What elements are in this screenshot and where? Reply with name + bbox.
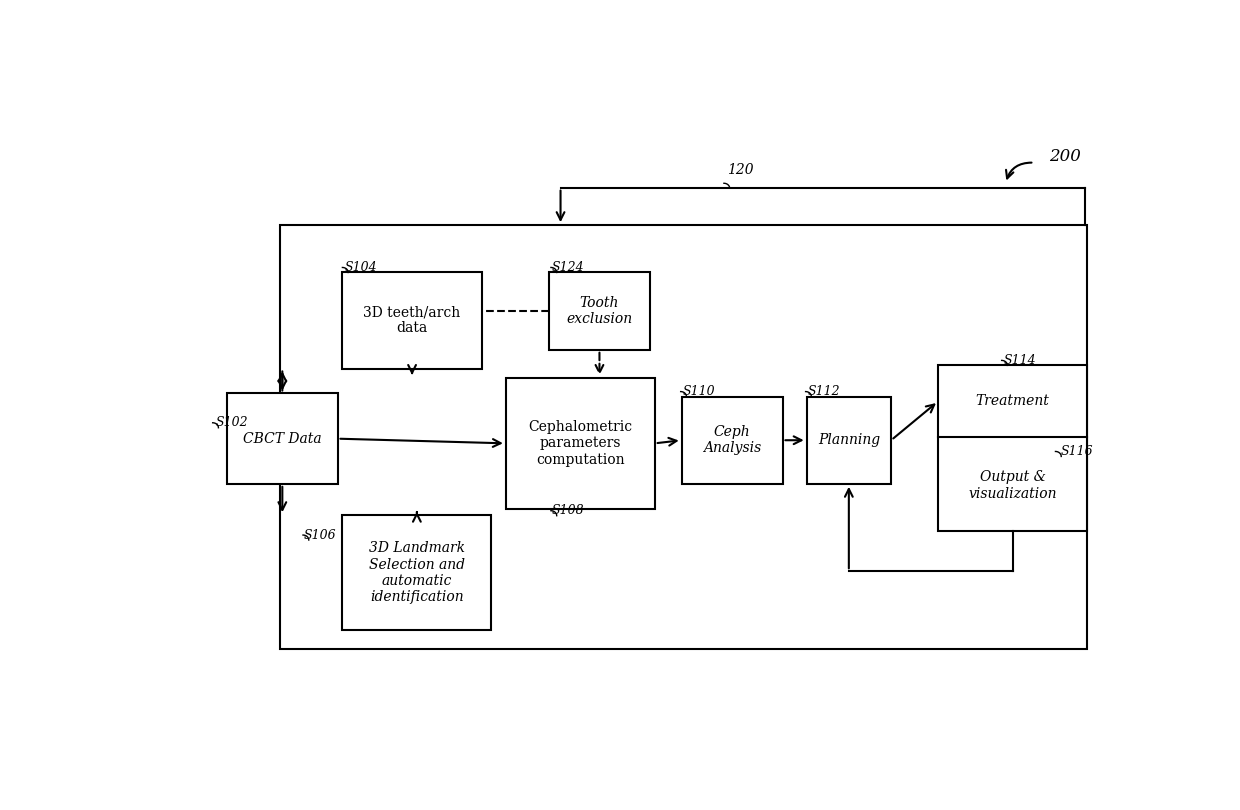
Text: S116: S116 xyxy=(1060,445,1092,458)
Text: 120: 120 xyxy=(727,163,754,177)
Polygon shape xyxy=(939,365,1087,531)
Text: 3D teeth/arch
data: 3D teeth/arch data xyxy=(363,305,461,335)
Text: S114: S114 xyxy=(1003,354,1037,367)
Polygon shape xyxy=(682,397,782,484)
Text: 3D Landmark
Selection and
automatic
identification: 3D Landmark Selection and automatic iden… xyxy=(368,541,465,604)
Polygon shape xyxy=(342,272,481,369)
Text: CBCT Data: CBCT Data xyxy=(243,432,321,446)
Polygon shape xyxy=(806,397,892,484)
Polygon shape xyxy=(506,377,655,509)
Text: S108: S108 xyxy=(552,504,584,518)
Text: S102: S102 xyxy=(216,416,248,429)
Text: Output &
visualization: Output & visualization xyxy=(968,471,1056,501)
Text: S106: S106 xyxy=(304,529,336,542)
Text: S124: S124 xyxy=(552,261,584,274)
Text: 200: 200 xyxy=(1049,148,1080,165)
Polygon shape xyxy=(549,272,650,350)
Text: Ceph
Analysis: Ceph Analysis xyxy=(703,425,761,455)
Polygon shape xyxy=(342,515,491,630)
Text: Treatment: Treatment xyxy=(976,394,1049,408)
Text: S112: S112 xyxy=(807,385,841,398)
Polygon shape xyxy=(227,394,337,484)
Text: Cephalometric
parameters
computation: Cephalometric parameters computation xyxy=(528,420,632,467)
Text: S104: S104 xyxy=(345,261,377,274)
Text: S110: S110 xyxy=(682,385,715,398)
Text: Tooth
exclusion: Tooth exclusion xyxy=(567,296,632,326)
Text: Planning: Planning xyxy=(817,433,880,447)
